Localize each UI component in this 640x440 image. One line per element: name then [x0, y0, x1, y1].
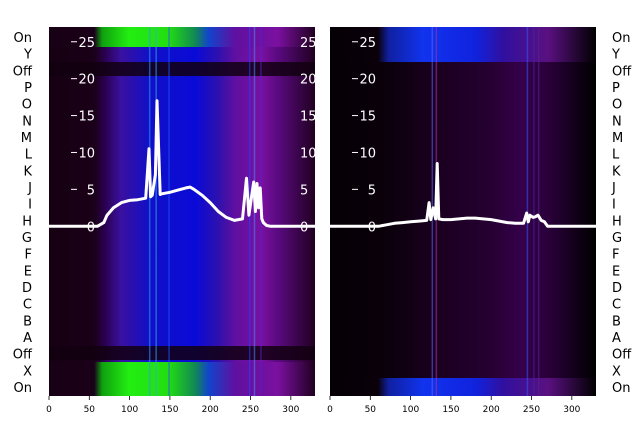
- right-row-label-18: A: [612, 331, 621, 346]
- left-row-label-0: On: [14, 31, 32, 46]
- left-heatmap: 0 0 5 5 10 10 15 15 20 20 25 25 0 50 100 150 200 250 300: [46, 27, 317, 415]
- right-row-label-6: M: [612, 131, 623, 146]
- left-ytick-right-label-10: 10: [300, 146, 317, 161]
- right-row-label-11: H: [612, 214, 622, 229]
- left-xtick-label-250: 250: [242, 405, 259, 415]
- right-row-label-17: B: [612, 314, 621, 329]
- left-ytick-right-label-25: 25: [300, 36, 317, 51]
- left-row-label-3: P: [24, 81, 32, 96]
- left-ytick-label-15: 15: [78, 110, 95, 125]
- left-row-label-2: Off: [13, 64, 33, 79]
- right-xtick-label-250: 250: [523, 405, 540, 415]
- left-ytick-right-label-0: 0: [300, 220, 308, 235]
- right-heatmap: 0 5 10 15 20 25 0 50 100 150 200 250 300: [327, 27, 596, 415]
- left-ytick-label-10: 10: [78, 146, 95, 161]
- right-ytick-label-20: 20: [359, 73, 376, 88]
- right-ytick-label-10: 10: [359, 146, 376, 161]
- left-row-label-11: H: [22, 214, 32, 229]
- right-heatmap-body: [330, 27, 596, 396]
- right-row-label-12: G: [612, 231, 622, 246]
- right-row-label-20: X: [612, 364, 621, 379]
- left-row-label-21: On: [14, 381, 32, 396]
- left-row-label-16: C: [23, 298, 32, 313]
- right-top-band: [330, 27, 596, 62]
- left-row-label-17: B: [23, 314, 32, 329]
- right-row-label-2: Off: [612, 64, 632, 79]
- right-row-label-10: I: [612, 198, 616, 213]
- right-row-label-16: C: [612, 298, 621, 313]
- left-bottom-band: [49, 362, 315, 396]
- right-ytick-label-0: 0: [368, 220, 376, 235]
- right-row-label-14: E: [612, 264, 620, 279]
- right-bottom-band: [330, 378, 596, 396]
- left-off-row-bottom: [49, 346, 315, 360]
- right-ytick-label-5: 5: [368, 183, 376, 198]
- right-row-label-13: F: [612, 248, 619, 263]
- left-row-label-8: K: [23, 164, 32, 179]
- left-ytick-label-25: 25: [78, 36, 95, 51]
- left-off-row-top: [49, 62, 315, 76]
- right-row-label-19: Off: [612, 348, 632, 363]
- right-xtick-label-200: 200: [483, 405, 500, 415]
- right-row-label-1: Y: [611, 48, 620, 63]
- left-streak-0: [148, 27, 151, 396]
- left-ytick-right-label-20: 20: [300, 73, 317, 88]
- left-row-label-9: J: [27, 181, 32, 196]
- left-ytick-right-label-5: 5: [300, 183, 308, 198]
- right-row-label-8: K: [612, 164, 621, 179]
- right-streak-3: [533, 27, 535, 396]
- left-heatmap-body: [49, 27, 315, 396]
- left-row-label-19: Off: [13, 348, 33, 363]
- left-ytick-label-0: 0: [87, 220, 95, 235]
- left-profile-line: [49, 99, 315, 228]
- left-row-label-5: N: [22, 114, 32, 129]
- right-streak-4: [537, 27, 540, 396]
- right-profile-line: [330, 162, 596, 228]
- left-streak-1: [155, 27, 157, 396]
- left-row-label-10: I: [28, 198, 32, 213]
- right-row-label-4: O: [612, 98, 622, 113]
- left-row-label-18: A: [23, 331, 32, 346]
- right-xtick-label-0: 0: [327, 405, 333, 415]
- left-row-label-1: Y: [23, 48, 32, 63]
- left-row-label-12: G: [22, 231, 32, 246]
- right-row-label-3: P: [612, 81, 620, 96]
- left-xtick-label-50: 50: [84, 405, 96, 415]
- right-ytick-label-25: 25: [359, 36, 376, 51]
- left-xtick-label-200: 200: [202, 405, 219, 415]
- left-xtick-label-100: 100: [121, 405, 138, 415]
- left-row-label-15: D: [22, 281, 32, 296]
- left-ytick-label-20: 20: [78, 73, 95, 88]
- left-xtick-label-0: 0: [46, 405, 52, 415]
- left-row-label-13: F: [25, 248, 32, 263]
- right-row-label-15: D: [612, 281, 622, 296]
- left-xtick-label-150: 150: [161, 405, 178, 415]
- left-row-label-7: L: [25, 148, 33, 163]
- left-row-label-20: X: [23, 364, 32, 379]
- left-row-label-14: E: [24, 264, 32, 279]
- left-ytick-label-5: 5: [87, 183, 95, 198]
- right-xtick-label-50: 50: [365, 405, 377, 415]
- right-ytick-label-15: 15: [359, 110, 376, 125]
- left-xtick-label-300: 300: [282, 405, 299, 415]
- right-row-label-21: On: [612, 381, 630, 396]
- left-streak-2: [168, 27, 170, 396]
- right-row-label-9: J: [611, 181, 616, 196]
- left-top-band: [49, 27, 315, 47]
- left-row-label-6: M: [21, 131, 32, 146]
- right-row-label-7: L: [612, 148, 620, 163]
- right-xtick-label-100: 100: [402, 405, 419, 415]
- right-row-label-0: On: [612, 31, 630, 46]
- right-row-label-5: N: [612, 114, 622, 129]
- left-ytick-right-label-15: 15: [300, 110, 317, 125]
- right-xtick-label-300: 300: [563, 405, 580, 415]
- right-xtick-label-150: 150: [442, 405, 459, 415]
- left-row-label-4: O: [22, 98, 32, 113]
- right-streak-2: [526, 27, 529, 396]
